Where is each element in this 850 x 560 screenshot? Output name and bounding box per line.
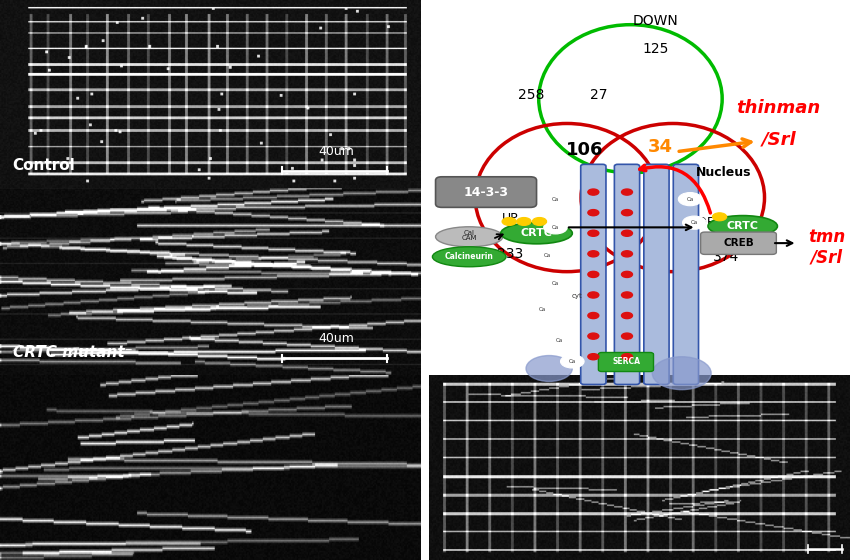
Circle shape [588,189,598,195]
Text: Ca: Ca [552,225,559,230]
Text: 258: 258 [518,88,545,102]
Circle shape [621,209,632,216]
Text: P: P [521,218,526,225]
Ellipse shape [708,216,778,237]
Text: 374: 374 [712,250,739,264]
Circle shape [588,209,598,216]
FancyBboxPatch shape [435,177,536,207]
Ellipse shape [501,223,572,244]
Text: Calcineurin: Calcineurin [445,252,494,262]
Circle shape [621,354,632,360]
Text: 40um: 40um [319,144,354,157]
Text: thinman: thinman [736,99,821,117]
Text: Ca: Ca [687,197,694,202]
Text: 27: 27 [590,88,608,102]
Circle shape [517,217,531,226]
Ellipse shape [433,247,506,267]
FancyBboxPatch shape [581,164,606,385]
Circle shape [588,354,598,360]
Circle shape [588,251,598,257]
Circle shape [678,193,702,206]
Text: 34: 34 [648,138,673,156]
FancyBboxPatch shape [700,232,776,254]
Circle shape [526,356,572,381]
Text: UP: UP [502,212,518,225]
Circle shape [621,230,632,236]
Circle shape [588,230,598,236]
Text: P: P [507,218,512,225]
Circle shape [652,357,711,390]
Text: CRTC mutant⁻: CRTC mutant⁻ [13,345,133,360]
Text: Ca: Ca [539,307,547,312]
Text: 233: 233 [497,246,524,260]
Text: Ca: Ca [543,253,551,258]
Circle shape [536,249,558,262]
Text: Control: Control [13,157,76,172]
Text: CREB: CREB [723,238,754,248]
Text: Ca: Ca [556,338,564,343]
FancyBboxPatch shape [615,164,639,385]
Text: 14-3-3: 14-3-3 [463,185,508,199]
Circle shape [683,216,706,229]
Circle shape [621,272,632,277]
Circle shape [588,312,598,319]
Text: SERCA: SERCA [612,357,640,366]
Text: DOWN: DOWN [632,13,678,27]
Circle shape [621,189,632,195]
Circle shape [621,251,632,257]
Text: 125: 125 [642,42,668,56]
Circle shape [544,193,567,206]
Circle shape [531,303,555,316]
Text: Nucleus: Nucleus [696,166,751,179]
Circle shape [544,221,567,234]
Text: CRTC: CRTC [727,221,759,231]
Text: CAM: CAM [462,235,477,241]
Circle shape [588,292,598,298]
Text: Ca: Ca [552,197,559,202]
FancyBboxPatch shape [673,164,699,385]
Text: 106: 106 [566,141,604,159]
Text: CRTC: CRTC [520,228,553,238]
Text: cyt: cyt [571,293,582,299]
Text: Ca: Ca [552,281,559,286]
Text: 18: 18 [613,229,631,243]
Circle shape [560,355,584,368]
Text: OE- UP: OE- UP [697,216,740,229]
Circle shape [621,333,632,339]
Text: tmn: tmn [808,228,846,246]
Text: /Srl: /Srl [811,249,843,267]
FancyBboxPatch shape [643,164,669,385]
FancyBboxPatch shape [598,352,654,371]
Text: RNAi: RNAi [496,184,525,197]
Text: 40um: 40um [319,332,354,345]
Text: Ca: Ca [691,220,698,225]
Circle shape [544,277,567,291]
Circle shape [588,333,598,339]
Ellipse shape [435,227,503,247]
Circle shape [712,213,727,221]
Circle shape [502,217,516,226]
Text: Cal: Cal [464,230,474,236]
Circle shape [621,292,632,298]
Circle shape [588,272,598,277]
Circle shape [621,312,632,319]
Circle shape [532,217,547,226]
Text: Ca: Ca [569,359,576,364]
Circle shape [548,334,571,347]
Text: P: P [537,218,542,225]
Text: P: P [717,214,722,220]
Text: /Srl: /Srl [762,130,796,148]
